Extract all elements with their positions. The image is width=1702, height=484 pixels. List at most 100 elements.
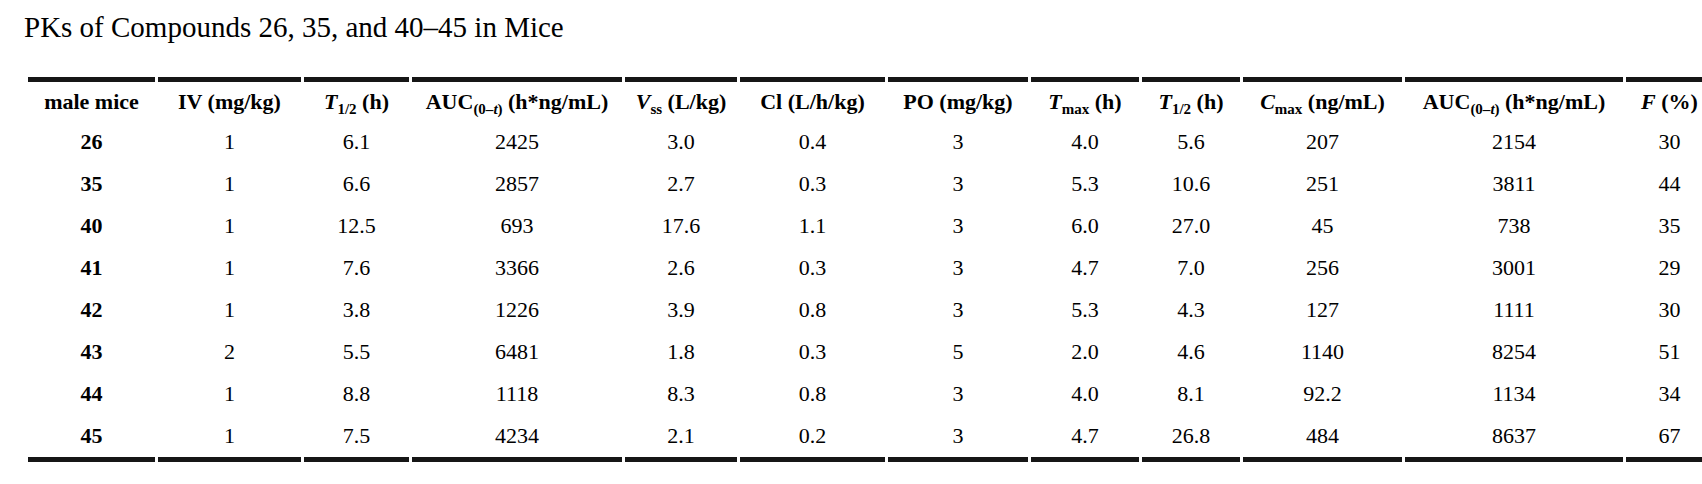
column-header-male-mice: male mice	[28, 77, 155, 121]
header-symbol: T	[1048, 89, 1061, 114]
table-cell: 1	[158, 121, 301, 163]
pk-table: male mice IV (mg/kg) T1/2 (h) AUC(0–t) (…	[25, 77, 1702, 462]
header-unit: (h)	[357, 89, 389, 114]
table-cell: 0.2	[740, 415, 885, 462]
table-cell: 8.1	[1142, 373, 1240, 415]
table-cell: 30	[1626, 289, 1702, 331]
subscript-pre: (0–	[1470, 101, 1490, 117]
header-subscript: (0–t)	[1470, 101, 1499, 117]
column-header-f: F (%)	[1626, 77, 1702, 121]
table-cell: 2154	[1405, 121, 1623, 163]
table-cell: 0.8	[740, 289, 885, 331]
table-cell: 2425	[412, 121, 622, 163]
table-cell: 12.5	[304, 205, 409, 247]
table-cell: 44	[1626, 163, 1702, 205]
table-row: 4325.564811.80.352.04.61140825451	[28, 331, 1702, 373]
header-symbol: V	[636, 89, 651, 114]
table-cell: 0.3	[740, 247, 885, 289]
column-header-vss: Vss (L/kg)	[625, 77, 737, 121]
header-unit: (%)	[1656, 89, 1698, 114]
compound-id-cell: 35	[28, 163, 155, 205]
header-unit: (h)	[1191, 89, 1223, 114]
table-cell: 2857	[412, 163, 622, 205]
table-cell: 3811	[1405, 163, 1623, 205]
table-cell: 1	[158, 205, 301, 247]
table-cell: 3	[888, 289, 1028, 331]
page: PKs of Compounds 26, 35, and 40–45 in Mi…	[0, 0, 1702, 484]
header-subscript: (0–t)	[473, 101, 502, 117]
table-row: 3516.628572.70.335.310.6251381144	[28, 163, 1702, 205]
table-cell: 3	[888, 373, 1028, 415]
table-header: male mice IV (mg/kg) T1/2 (h) AUC(0–t) (…	[28, 77, 1702, 121]
table-cell: 4234	[412, 415, 622, 462]
table-cell: 8254	[1405, 331, 1623, 373]
table-row: 4517.542342.10.234.726.8484863767	[28, 415, 1702, 462]
table-cell: 6.1	[304, 121, 409, 163]
table-cell: 6.0	[1031, 205, 1139, 247]
compound-id-cell: 41	[28, 247, 155, 289]
table-cell: 4.7	[1031, 415, 1139, 462]
table-cell: 2	[158, 331, 301, 373]
table-body: 2616.124253.00.434.05.62072154303516.628…	[28, 121, 1702, 462]
table-cell: 0.3	[740, 331, 885, 373]
table-cell: 35	[1626, 205, 1702, 247]
table-cell: 7.5	[304, 415, 409, 462]
table-cell: 1	[158, 247, 301, 289]
header-symbol: F	[1641, 89, 1656, 114]
table-cell: 1	[158, 163, 301, 205]
table-cell: 3366	[412, 247, 622, 289]
compound-id-cell: 42	[28, 289, 155, 331]
table-cell: 4.3	[1142, 289, 1240, 331]
compound-id-cell: 26	[28, 121, 155, 163]
table-cell: 1226	[412, 289, 622, 331]
table-cell: 3.8	[304, 289, 409, 331]
table-cell: 3	[888, 247, 1028, 289]
table-cell: 26.8	[1142, 415, 1240, 462]
table-cell: 251	[1243, 163, 1402, 205]
table-cell: 7.0	[1142, 247, 1240, 289]
table-cell: 2.1	[625, 415, 737, 462]
column-header-iv-t-half: T1/2 (h)	[304, 77, 409, 121]
table-cell: 6481	[412, 331, 622, 373]
table-cell: 2.6	[625, 247, 737, 289]
table-cell: 92.2	[1243, 373, 1402, 415]
table-cell: 17.6	[625, 205, 737, 247]
table-cell: 0.4	[740, 121, 885, 163]
column-header-po-auc: AUC(0–t) (h*ng/mL)	[1405, 77, 1623, 121]
table-cell: 0.8	[740, 373, 885, 415]
table-cell: 5.6	[1142, 121, 1240, 163]
table-cell: 8.3	[625, 373, 737, 415]
column-header-cmax: Cmax (ng/mL)	[1243, 77, 1402, 121]
column-header-iv-auc: AUC(0–t) (h*ng/mL)	[412, 77, 622, 121]
table-cell: 484	[1243, 415, 1402, 462]
table-cell: 3	[888, 163, 1028, 205]
table-cell: 3.0	[625, 121, 737, 163]
table-cell: 2.7	[625, 163, 737, 205]
compound-id-cell: 45	[28, 415, 155, 462]
table-row: 40112.569317.61.136.027.04573835	[28, 205, 1702, 247]
table-cell: 4.0	[1031, 373, 1139, 415]
header-subscript: 1/2	[1172, 101, 1191, 117]
table-row: 4213.812263.90.835.34.3127111130	[28, 289, 1702, 331]
column-header-tmax: Tmax (h)	[1031, 77, 1139, 121]
table-cell: 5	[888, 331, 1028, 373]
table-cell: 30	[1626, 121, 1702, 163]
table-cell: 1140	[1243, 331, 1402, 373]
table-cell: 3	[888, 415, 1028, 462]
table-cell: 738	[1405, 205, 1623, 247]
table-cell: 1118	[412, 373, 622, 415]
table-row: 4418.811188.30.834.08.192.2113434	[28, 373, 1702, 415]
table-cell: 45	[1243, 205, 1402, 247]
table-cell: 5.3	[1031, 289, 1139, 331]
table-cell: 67	[1626, 415, 1702, 462]
table-cell: 0.3	[740, 163, 885, 205]
table-cell: 4.0	[1031, 121, 1139, 163]
header-unit: (L/kg)	[662, 89, 726, 114]
table-cell: 256	[1243, 247, 1402, 289]
table-cell: 1134	[1405, 373, 1623, 415]
header-unit: (ng/mL)	[1302, 89, 1385, 114]
table-cell: 10.6	[1142, 163, 1240, 205]
table-cell: 8.8	[304, 373, 409, 415]
table-cell: 693	[412, 205, 622, 247]
table-cell: 5.5	[304, 331, 409, 373]
